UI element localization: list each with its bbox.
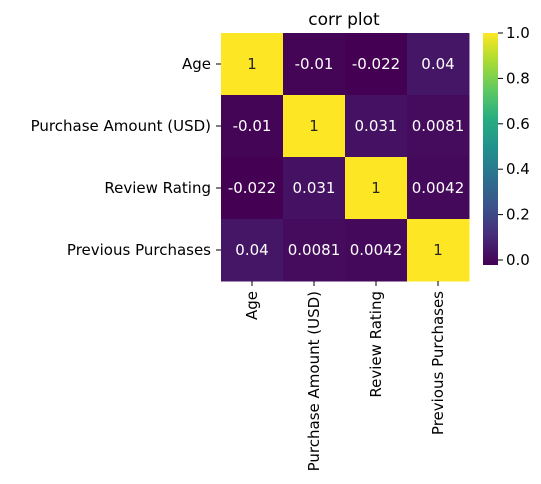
heatmap-cell: [283, 33, 346, 96]
heatmap-cell: [221, 33, 284, 96]
colorbar-tick-label: 0.6: [506, 115, 530, 133]
cell-value-label: -0.01: [233, 117, 272, 135]
cell-value-label: 1: [309, 117, 319, 135]
cell-value-label: -0.01: [295, 55, 334, 73]
colorbar: 0.0 0.2 0.4 0.6 0.8 1.0: [483, 24, 530, 269]
cell-value-label: -0.022: [228, 179, 276, 197]
column-labels: Age Purchase Amount (USD) Review Rating Pre…: [243, 281, 447, 471]
cell-value-label: 1: [247, 55, 257, 73]
cell-value-label: 1: [371, 179, 381, 197]
cell-value-label: 0.04: [421, 55, 454, 73]
chart-title: corr plot: [308, 10, 380, 30]
heatmap-cell: [283, 95, 346, 158]
heatmap-cell: [221, 95, 284, 158]
heatmap-cell: [221, 157, 284, 220]
cell-annotations: 1 -0.01 -0.022 0.04 -0.01 1 0.031 0.0081 -0.022 0…: [228, 55, 464, 259]
heatmap-cell: [345, 33, 408, 96]
cell-value-label: 0.04: [235, 241, 268, 259]
colorbar-tick-label: 0.2: [506, 206, 530, 224]
cell-value-label: 0.0081: [288, 241, 341, 259]
heatmap-cell: [283, 219, 346, 282]
heatmap-cell: [221, 219, 284, 282]
row-label: Review Rating: [104, 179, 211, 197]
heatmap-cell: [407, 157, 470, 220]
cell-value-label: 0.0081: [412, 117, 465, 135]
colorbar-tick-label: 0.8: [506, 69, 530, 87]
heatmap-cell: [283, 157, 346, 220]
column-label: Previous Purchases: [429, 291, 447, 435]
cell-value-label: 0.031: [293, 179, 336, 197]
column-label: Purchase Amount (USD): [305, 291, 323, 471]
colorbar-tick-label: 0.0: [506, 251, 530, 269]
row-label: Purchase Amount (USD): [31, 117, 211, 135]
column-label: Review Rating: [367, 291, 385, 398]
colorbar-ticks: 0.0 0.2 0.4 0.6 0.8 1.0: [498, 24, 530, 269]
colorbar-tick-label: 0.4: [506, 160, 530, 178]
cell-value-label: 0.0042: [412, 179, 465, 197]
cell-value-label: -0.022: [352, 55, 400, 73]
colorbar-tick-label: 1.0: [506, 24, 530, 42]
heatmap-cell: [345, 157, 408, 220]
cell-value-label: 0.031: [355, 117, 398, 135]
column-label: Age: [243, 291, 261, 320]
heatmap-cell: [407, 219, 470, 282]
heatmap-cell: [345, 219, 408, 282]
colorbar-gradient: [483, 33, 498, 265]
cell-value-label: 1: [433, 241, 443, 259]
heatmap-cell: [345, 95, 408, 158]
row-label: Age: [182, 55, 211, 73]
heatmap-cell: [407, 33, 470, 96]
heatmap-cells: [221, 33, 470, 282]
cell-value-label: 0.0042: [350, 241, 403, 259]
row-labels: Age Purchase Amount (USD) Review Rating Pre…: [31, 55, 221, 259]
row-label: Previous Purchases: [67, 241, 211, 259]
heatmap-cell: [407, 95, 470, 158]
